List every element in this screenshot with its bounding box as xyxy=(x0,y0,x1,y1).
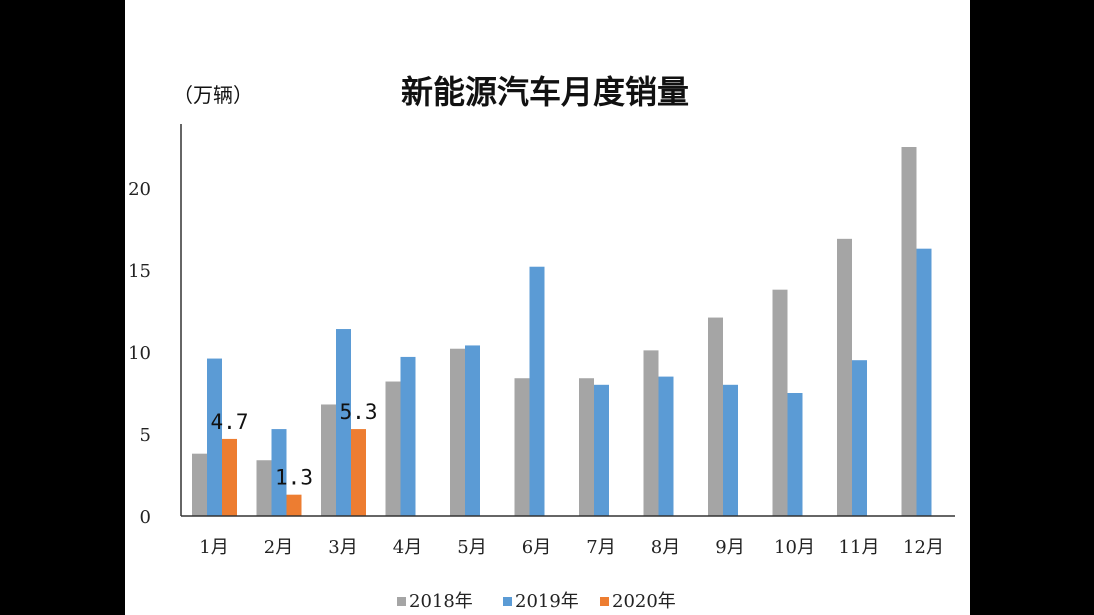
bar-2019年-9月 xyxy=(723,384,738,516)
x-category-label: 6月 xyxy=(522,537,551,558)
bar-2018年-8月 xyxy=(643,350,659,516)
y-axis-unit-label: （万辆） xyxy=(173,83,253,107)
y-tick-label: 5 xyxy=(140,425,151,446)
x-category-label: 1月 xyxy=(199,537,228,558)
bar-2019年-5月 xyxy=(465,345,480,516)
legend-label: 2018年 xyxy=(409,591,473,612)
x-category-label: 8月 xyxy=(651,537,680,558)
bar-2020年-3月 xyxy=(351,429,366,516)
data-label: 5.3 xyxy=(340,400,378,424)
bar-2019年-6月 xyxy=(529,266,545,516)
bar-2019年-11月 xyxy=(852,360,867,516)
bar-2018年-1月 xyxy=(192,453,207,516)
legend-swatch-2020年 xyxy=(600,597,609,606)
axes xyxy=(180,124,955,517)
bar-2018年-7月 xyxy=(579,378,594,516)
data-label: 4.7 xyxy=(211,410,249,434)
bar-2018年-4月 xyxy=(385,381,401,516)
bar-2018年-5月 xyxy=(450,348,465,516)
bar-2018年-3月 xyxy=(321,404,336,516)
bar-2020年-2月 xyxy=(286,494,302,516)
y-tick-label: 15 xyxy=(128,261,151,282)
legend-label: 2019年 xyxy=(515,591,579,612)
chart-panel: 新能源汽车月度销量 （万辆） 0 5 10 15 20 4.7 1.3 5.3 1月 2月 3月… xyxy=(125,0,970,615)
x-category-label: 9月 xyxy=(715,537,744,558)
chart-canvas: 新能源汽车月度销量 （万辆） 0 5 10 15 20 4.7 1.3 5.3 1月 2月 3月… xyxy=(128,73,955,612)
legend: 2018年 2019年 2020年 xyxy=(397,591,676,612)
bar-2019年-8月 xyxy=(658,376,674,516)
bar-2018年-10月 xyxy=(772,289,788,516)
legend-swatch-2019年 xyxy=(503,597,512,606)
x-category-label: 3月 xyxy=(328,537,357,558)
y-axis-ticks: 0 5 10 15 20 xyxy=(128,179,151,528)
bar-2019年-12月 xyxy=(916,248,932,516)
x-category-label: 10月 xyxy=(774,537,815,558)
x-category-label: 7月 xyxy=(586,537,615,558)
y-tick-label: 10 xyxy=(128,343,151,364)
bar-2018年-12月 xyxy=(901,147,917,516)
bar-2019年-4月 xyxy=(400,356,416,516)
bar-2019年-1月 xyxy=(207,358,222,516)
x-axis-categories: 1月 2月 3月 4月 5月 6月 7月 8月 9月 10月 11月 12月 xyxy=(199,537,944,558)
bar-2019年-2月 xyxy=(271,429,287,516)
data-labels-group: 4.7 1.3 5.3 xyxy=(211,400,378,490)
bar-2018年-2月 xyxy=(256,460,272,516)
legend-label: 2020年 xyxy=(612,591,676,612)
bar-2019年-3月 xyxy=(336,329,351,516)
x-category-label: 12月 xyxy=(903,537,944,558)
bar-2020年-1月 xyxy=(222,438,237,516)
data-label: 1.3 xyxy=(275,466,313,490)
x-category-label: 2月 xyxy=(264,537,293,558)
legend-swatch-2018年 xyxy=(397,597,406,606)
y-tick-label: 20 xyxy=(128,179,151,200)
x-category-label: 5月 xyxy=(457,537,486,558)
chart-title: 新能源汽车月度销量 xyxy=(401,73,689,111)
y-tick-label: 0 xyxy=(140,507,151,528)
x-category-label: 11月 xyxy=(839,537,880,558)
bar-2018年-9月 xyxy=(708,317,723,516)
x-category-label: 4月 xyxy=(393,537,422,558)
bar-2019年-10月 xyxy=(787,393,803,516)
bar-2019年-7月 xyxy=(594,384,609,516)
bars-group xyxy=(192,147,932,516)
bar-2018年-6月 xyxy=(514,378,530,516)
bar-2018年-11月 xyxy=(837,238,852,516)
